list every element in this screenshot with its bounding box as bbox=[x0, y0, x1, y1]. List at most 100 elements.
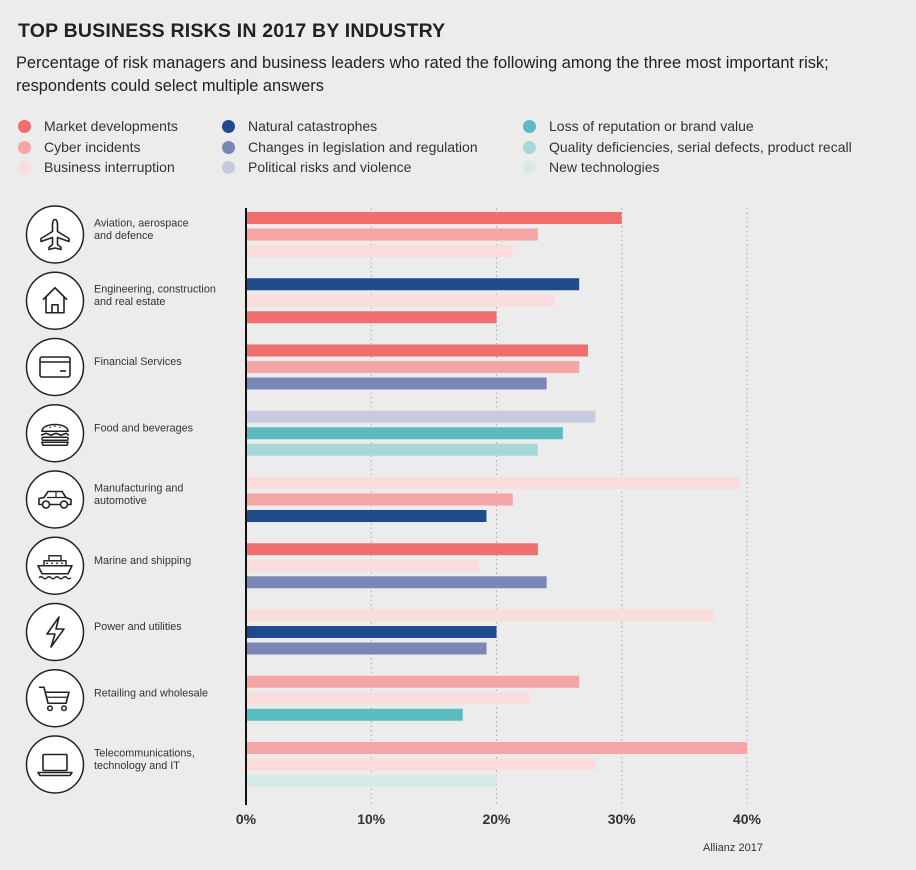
legend-label: New technologies bbox=[549, 159, 660, 175]
industry-group: Marine and shipping bbox=[25, 536, 547, 595]
industry-group: Telecommunications,technology and IT bbox=[25, 735, 747, 794]
legend-item: Business interruption bbox=[18, 157, 175, 177]
bar bbox=[246, 543, 538, 556]
source-note: Allianz 2017 bbox=[703, 842, 763, 854]
bar bbox=[246, 692, 530, 705]
icon-circle bbox=[25, 735, 85, 794]
industry-group: Financial Services bbox=[25, 337, 588, 397]
legend-label: Political risks and violence bbox=[248, 159, 412, 175]
legend-swatch bbox=[18, 160, 31, 174]
category-label: Manufacturing and bbox=[94, 482, 183, 494]
car-icon bbox=[25, 470, 85, 529]
bar bbox=[246, 344, 588, 357]
chart-title: TOP BUSINESS RISKS IN 2017 BY INDUSTRY bbox=[18, 20, 446, 42]
category-label: and real estate bbox=[94, 296, 165, 308]
bar bbox=[246, 311, 497, 324]
credit-card-icon bbox=[25, 337, 85, 397]
legend-swatch bbox=[222, 140, 235, 154]
icon-glyph bbox=[38, 490, 72, 509]
legend-item: Quality deficiencies, serial defects, pr… bbox=[523, 137, 852, 157]
legend-swatch bbox=[18, 140, 31, 154]
legend: Market developments Cyber incidents Busine… bbox=[18, 116, 908, 178]
x-tick-label: 30% bbox=[608, 811, 637, 827]
category-label: automotive bbox=[94, 495, 147, 507]
icon-glyph bbox=[42, 286, 68, 314]
category-label: Retailing and wholesale bbox=[94, 687, 208, 699]
legend-swatch bbox=[222, 119, 235, 133]
icon-glyph bbox=[37, 753, 73, 777]
icon-circle bbox=[25, 602, 85, 662]
bar bbox=[246, 642, 487, 655]
bar bbox=[246, 742, 747, 754]
legend-item: Loss of reputation or brand value bbox=[523, 116, 754, 136]
bar bbox=[246, 278, 580, 291]
icon-glyph bbox=[39, 686, 70, 712]
category-label: Food and beverages bbox=[94, 422, 194, 434]
x-tick-label: 40% bbox=[733, 811, 762, 827]
bar bbox=[246, 294, 555, 307]
legend-swatch bbox=[18, 119, 31, 133]
industry-group: Retailing and wholesale bbox=[25, 669, 580, 728]
legend-swatch bbox=[523, 160, 536, 174]
x-tick-label: 10% bbox=[357, 811, 386, 827]
chart-subtitle: Percentage of risk managers and business… bbox=[16, 54, 829, 95]
category-label: Aviation, aerospace bbox=[94, 217, 189, 229]
bar bbox=[246, 245, 513, 257]
bar bbox=[246, 775, 497, 787]
category-label: Engineering, construction bbox=[94, 284, 216, 296]
bar bbox=[246, 675, 580, 688]
ship-icon bbox=[25, 536, 85, 595]
icon-circle bbox=[25, 205, 85, 264]
burger-icon bbox=[25, 404, 85, 463]
legend-label: Cyber incidents bbox=[44, 139, 141, 155]
industry-group: Power and utilities bbox=[25, 602, 714, 662]
house-icon bbox=[25, 271, 85, 330]
legend-item: Market developments bbox=[18, 116, 178, 136]
bar bbox=[246, 493, 513, 506]
legend-item: Changes in legislation and regulation bbox=[222, 137, 478, 157]
bar bbox=[246, 576, 547, 589]
industry-group: Food and beverages bbox=[25, 404, 596, 463]
legend-label: Natural catastrophes bbox=[248, 118, 378, 134]
bar bbox=[246, 427, 563, 440]
category-label: and defence bbox=[94, 230, 153, 242]
icon-glyph bbox=[39, 356, 71, 378]
bar bbox=[246, 361, 580, 373]
icon-glyph bbox=[40, 218, 70, 251]
x-tick-label: 20% bbox=[482, 811, 511, 827]
bar bbox=[246, 559, 479, 572]
lightning-icon bbox=[25, 602, 85, 662]
legend-swatch bbox=[523, 140, 536, 154]
bar bbox=[246, 626, 497, 638]
legend-label: Loss of reputation or brand value bbox=[549, 118, 754, 134]
category-label: Telecommunications, bbox=[94, 747, 195, 759]
category-label: technology and IT bbox=[94, 760, 180, 772]
icon-circle bbox=[25, 470, 85, 529]
legend-label: Changes in legislation and regulation bbox=[248, 139, 478, 155]
icon-circle bbox=[25, 271, 85, 330]
bar bbox=[246, 410, 596, 423]
category-label: Marine and shipping bbox=[94, 555, 191, 567]
legend-item: Natural catastrophes bbox=[222, 116, 377, 136]
icon-glyph bbox=[46, 616, 65, 648]
bar bbox=[246, 377, 547, 390]
icon-circle bbox=[25, 337, 85, 397]
legend-label: Market developments bbox=[44, 118, 178, 134]
bar bbox=[246, 708, 463, 721]
laptop-icon bbox=[25, 735, 85, 794]
icon-glyph bbox=[37, 555, 73, 580]
legend-item: Cyber incidents bbox=[18, 137, 141, 157]
legend-label: Business interruption bbox=[44, 159, 175, 175]
legend-swatch bbox=[523, 119, 536, 133]
airplane-icon bbox=[25, 205, 85, 264]
bar bbox=[246, 228, 538, 241]
category-label: Power and utilities bbox=[94, 621, 182, 633]
shopping-cart-icon bbox=[25, 669, 85, 728]
bar bbox=[246, 212, 622, 224]
bar bbox=[246, 609, 714, 622]
bar bbox=[246, 477, 740, 489]
legend-item: Political risks and violence bbox=[222, 157, 411, 177]
